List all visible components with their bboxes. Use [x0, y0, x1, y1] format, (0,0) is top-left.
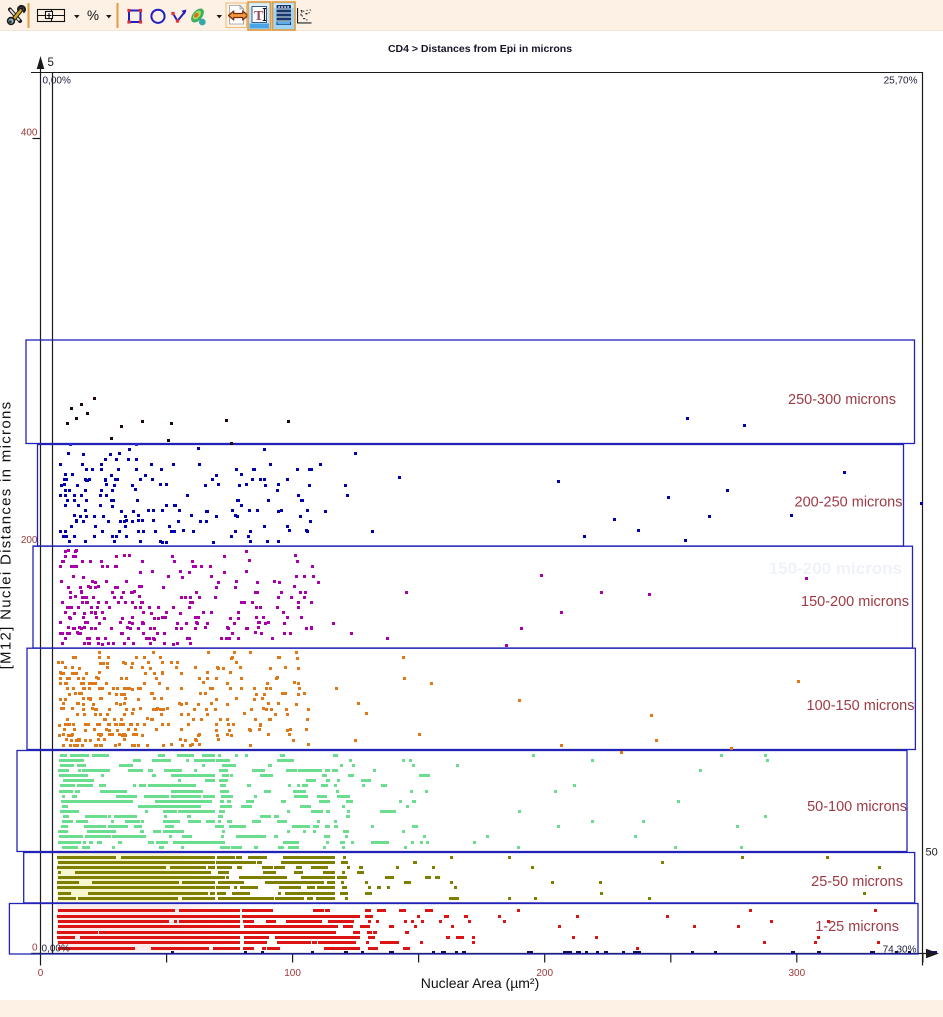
svg-text:0,00%: 0,00% — [43, 76, 71, 87]
svg-text:300: 300 — [788, 968, 805, 979]
svg-text:50: 50 — [926, 847, 938, 859]
svg-text:50-100 microns: 50-100 microns — [807, 799, 907, 815]
svg-text:1-25 microns: 1-25 microns — [815, 919, 899, 935]
svg-text:150-200 microns: 150-200 microns — [769, 559, 902, 578]
svg-text:200: 200 — [21, 535, 38, 546]
svg-text:400: 400 — [21, 128, 38, 139]
svg-text:25-50 microns: 25-50 microns — [811, 874, 903, 890]
svg-text:0: 0 — [32, 943, 38, 954]
svg-text:0,00%: 0,00% — [42, 944, 70, 955]
svg-text:200-250 microns: 200-250 microns — [795, 495, 903, 511]
svg-text:100: 100 — [284, 968, 301, 979]
svg-text:250-300 microns: 250-300 microns — [788, 392, 896, 408]
svg-text:25,70%: 25,70% — [884, 76, 918, 87]
svg-text:0: 0 — [38, 968, 44, 979]
svg-text:200: 200 — [536, 968, 553, 979]
svg-text:5: 5 — [48, 57, 54, 69]
svg-text:Nuclear Area (µm²): Nuclear Area (µm²) — [421, 975, 540, 991]
svg-text:150-200 microns: 150-200 microns — [801, 594, 909, 610]
svg-text:100-150 microns: 100-150 microns — [807, 698, 915, 714]
svg-text:T: T — [254, 9, 264, 24]
svg-text:%: % — [87, 8, 99, 23]
svg-text:[M12] Nuclei Distances in micr: [M12] Nuclei Distances in microns — [0, 401, 15, 670]
svg-text:CD4 > Distances from Epi in mi: CD4 > Distances from Epi in microns — [388, 43, 572, 55]
svg-text:74,30%: 74,30% — [883, 945, 917, 956]
